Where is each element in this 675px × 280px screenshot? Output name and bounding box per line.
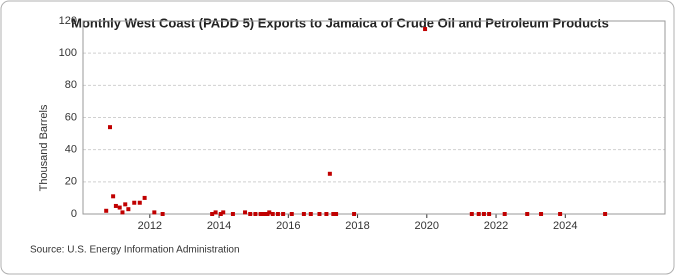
point: [152, 210, 157, 215]
x-tick-label: 2018: [345, 220, 369, 232]
point: [111, 194, 116, 199]
point: [301, 212, 306, 216]
point: [253, 212, 258, 216]
point: [218, 212, 223, 216]
x-tick-label: 2022: [484, 220, 508, 232]
point: [327, 171, 332, 176]
point: [123, 202, 128, 207]
point: [104, 208, 109, 213]
point: [213, 210, 218, 215]
point: [120, 210, 125, 215]
point: [331, 212, 336, 216]
point: [160, 212, 165, 216]
x-tick-label: 2024: [553, 220, 577, 232]
point: [210, 212, 215, 216]
x-tick-label: 2014: [207, 220, 231, 232]
y-tick-label: 80: [65, 79, 77, 91]
point: [487, 212, 492, 216]
point: [469, 212, 474, 216]
chart-title: Monthly West Coast (PADD 5) Exports to J…: [71, 15, 609, 30]
y-tick-label: 40: [65, 144, 77, 156]
point: [113, 203, 118, 208]
point: [324, 212, 329, 216]
y-axis-label: Thousand Barrels: [38, 104, 50, 191]
plot-area: [82, 20, 666, 215]
point: [334, 212, 339, 216]
y-tick-label: 100: [59, 47, 77, 59]
point: [289, 212, 294, 216]
y-tick-label: 0: [71, 208, 77, 220]
point: [275, 212, 280, 216]
point: [502, 212, 507, 216]
y-tick-label: 60: [65, 111, 77, 123]
point: [137, 200, 142, 205]
point: [423, 27, 428, 32]
point: [132, 200, 137, 205]
point: [243, 210, 248, 215]
point: [481, 212, 486, 216]
point: [108, 125, 113, 130]
y-tick-label: 120: [59, 15, 77, 27]
point: [476, 212, 481, 216]
point: [117, 205, 122, 210]
x-tick-label: 2020: [415, 220, 439, 232]
point: [258, 212, 263, 216]
point: [230, 212, 235, 216]
point: [558, 212, 563, 216]
point: [317, 212, 322, 216]
point: [352, 212, 357, 216]
point: [248, 212, 253, 216]
point: [221, 210, 226, 215]
point: [267, 210, 272, 215]
y-tick-label: 20: [65, 176, 77, 188]
point: [281, 212, 286, 216]
point: [126, 207, 131, 212]
point: [262, 212, 267, 216]
point: [603, 212, 608, 216]
point: [142, 195, 147, 200]
source: Source: U.S. Energy Information Administ…: [30, 245, 240, 256]
point: [525, 212, 530, 216]
x-tick-label: 2016: [276, 220, 300, 232]
x-tick-label: 2012: [138, 220, 162, 232]
point: [539, 212, 544, 216]
point: [308, 212, 313, 216]
point: [270, 212, 275, 216]
